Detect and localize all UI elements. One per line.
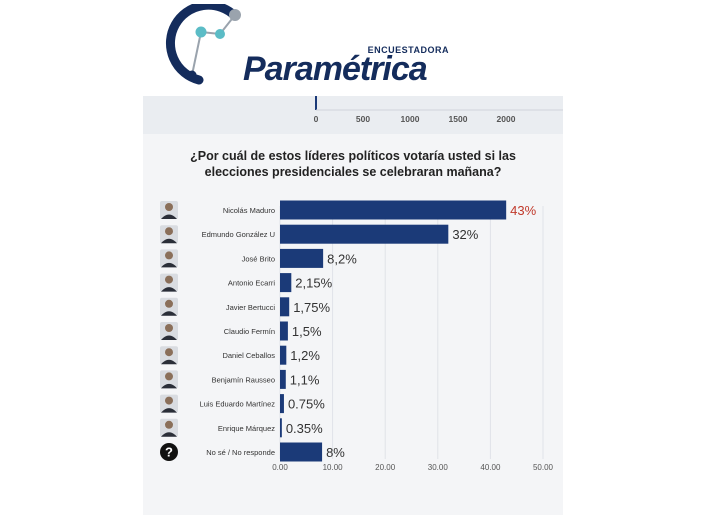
logo-arc	[165, 4, 240, 85]
x-tick-label: 50.00	[533, 463, 554, 472]
avatar-head	[165, 299, 173, 308]
avatar-body	[161, 335, 177, 340]
data-label: 2,15%	[295, 276, 332, 291]
data-label: 1,75%	[293, 300, 330, 315]
category-label: Benjamín Rausseo	[212, 375, 275, 384]
avatar-body	[161, 287, 177, 292]
avatar-body	[161, 238, 177, 244]
logo-node-icon	[229, 9, 241, 21]
category-label: Javier Bertucci	[226, 303, 276, 312]
previous-chart-strip: 0 500 1000 1500 2000	[143, 96, 563, 134]
avatar-body	[161, 311, 177, 316]
top-axis-tick: 500	[356, 114, 370, 124]
x-tick-label: 10.00	[323, 463, 344, 472]
category-label: Luis Eduardo Martínez	[200, 400, 276, 409]
avatar-body	[161, 214, 177, 219]
data-label: 1,5%	[292, 324, 322, 339]
logo-wordmark: Paramétrica	[243, 50, 427, 88]
bar	[280, 321, 288, 341]
top-axis-tick: 1000	[401, 114, 420, 124]
x-tick-label: 40.00	[480, 463, 501, 472]
top-axis-tick: 1500	[449, 114, 468, 124]
logo-node-icon	[195, 26, 207, 38]
avatar-head	[165, 396, 173, 405]
question-icon	[160, 443, 178, 461]
avatar-head	[165, 420, 173, 429]
logo-node-icon	[187, 70, 197, 80]
bar	[280, 442, 323, 462]
bar	[280, 345, 287, 365]
x-tick-label: 30.00	[428, 463, 449, 472]
avatar-head	[165, 203, 173, 211]
bar	[280, 418, 282, 438]
avatar-body	[161, 383, 177, 389]
category-label: Edmundo González U	[202, 230, 275, 239]
x-tick-label: 20.00	[375, 463, 396, 472]
avatar-head	[165, 372, 173, 381]
data-label: 1,1%	[290, 372, 320, 387]
previous-chart-axis: 0 500 1000 1500 2000	[314, 96, 563, 124]
category-label: Nicolás Maduro	[223, 206, 275, 215]
top-axis-tick: 0	[314, 114, 319, 124]
avatar-head	[165, 251, 173, 260]
avatar-head	[165, 227, 173, 236]
logo-tagline: ENCUESTADORA	[368, 45, 449, 55]
bar	[280, 248, 324, 268]
bar	[280, 297, 290, 317]
data-label: 0.75%	[288, 397, 325, 412]
avatar-head	[165, 348, 173, 357]
bar	[280, 273, 292, 293]
chart-title: ¿Por cuál de estos líderes políticos vot…	[190, 149, 516, 179]
x-tick-label: 0.00	[272, 463, 288, 472]
data-label: 0.35%	[286, 421, 323, 436]
bar	[280, 394, 284, 414]
question-mark-glyph: ?	[165, 445, 173, 460]
bar	[280, 369, 286, 389]
logo-node-icon	[215, 29, 225, 39]
chart-panel: 0 500 1000 1500 2000 ¿Por cuál de estos …	[143, 96, 563, 515]
data-label: 8%	[326, 445, 345, 460]
avatar-body	[161, 432, 177, 437]
data-label: 43%	[510, 203, 536, 218]
parametrica-logo: ENCUESTADORA Paramétrica	[165, 4, 449, 88]
bar-chart: 0.00 10.00 20.00 30.00 40.00 50.00 Nicolás Mad…	[160, 200, 554, 472]
top-axis-tick: 2000	[497, 114, 516, 124]
category-label: Enrique Márquez	[218, 424, 275, 433]
avatar-body	[161, 359, 177, 365]
bar	[280, 224, 449, 244]
data-label: 32%	[452, 227, 478, 242]
bar	[280, 200, 507, 220]
avatar-body	[161, 408, 177, 413]
avatar-head	[165, 275, 173, 284]
category-label: José Brito	[242, 254, 275, 263]
data-label: 1,2%	[290, 348, 320, 363]
category-label: No sé / No responde	[206, 448, 275, 457]
data-label: 8,2%	[327, 251, 357, 266]
category-label: Daniel Ceballos	[222, 351, 275, 360]
avatar-body	[161, 262, 177, 268]
category-label: Antonio Ecarri	[228, 279, 275, 288]
avatar-head	[165, 324, 173, 332]
category-label: Claudio Fermín	[224, 327, 275, 336]
